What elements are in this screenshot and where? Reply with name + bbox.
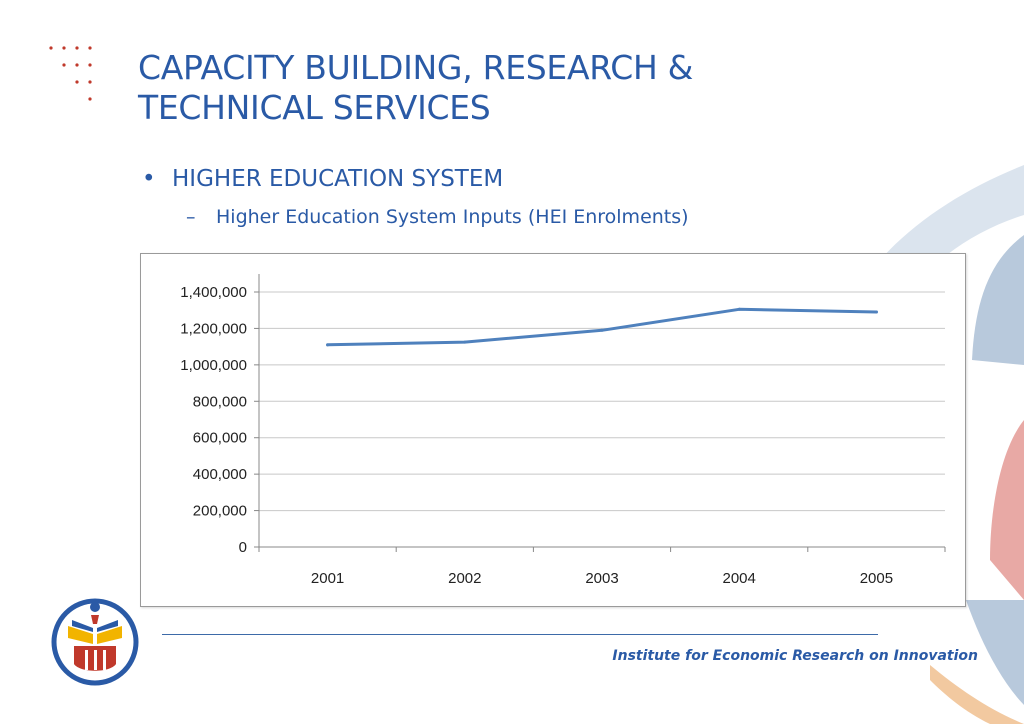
y-tick-label: 800,000: [193, 393, 247, 410]
deco-red-wedge: [990, 420, 1024, 600]
sub-bullet-item: – Higher Education System Inputs (HEI Enr…: [186, 206, 689, 228]
decor-dot: [75, 80, 79, 84]
y-tick-label: 200,000: [193, 503, 247, 520]
data-point: [326, 343, 330, 347]
x-tick-label: 2005: [860, 570, 893, 587]
chart-frame: 0 200,000 400,000 600,000 800,000 1,000,000 1,…: [140, 253, 966, 607]
y-tick-label: 600,000: [193, 430, 247, 447]
bullet-item: • HIGHER EDUCATION SYSTEM: [142, 166, 503, 192]
footer-institute-name: Institute for Economic Research on Innov…: [612, 648, 978, 664]
data-point: [600, 328, 604, 332]
institute-logo: [51, 598, 139, 686]
decor-dot: [88, 97, 92, 101]
deco-orange-sliver: [930, 665, 1024, 724]
y-tick-label: 400,000: [193, 466, 247, 483]
y-tick-label: 1,400,000: [180, 284, 247, 301]
data-point: [737, 307, 741, 311]
slide-title-line-2: TECHNICAL SERVICES: [138, 88, 491, 127]
y-tick-label: 0: [239, 539, 247, 556]
bullet-mark: •: [142, 166, 156, 192]
dot-pattern: [49, 46, 92, 101]
slide-title: CAPACITY BUILDING, RESEARCH & TECHNICAL …: [138, 48, 693, 128]
data-point: [463, 340, 467, 344]
y-tick-label: 1,200,000: [180, 320, 247, 337]
decor-dot: [88, 63, 92, 67]
x-tick-label: 2001: [311, 570, 344, 587]
series-line: [326, 307, 878, 347]
x-tick-label: 2003: [585, 570, 618, 587]
sub-bullet-mark: –: [186, 206, 196, 228]
decor-dot: [49, 46, 53, 50]
deco-blue-lower: [966, 600, 1024, 705]
x-tick-label: 2002: [448, 570, 481, 587]
x-tick-label: 2004: [723, 570, 756, 587]
data-point: [874, 310, 878, 314]
bullet-text: HIGHER EDUCATION SYSTEM: [172, 166, 504, 192]
y-tick-label: 1,000,000: [180, 357, 247, 374]
footer-divider: [162, 634, 878, 635]
decor-dot: [62, 63, 66, 67]
enrolment-line-chart: 0 200,000 400,000 600,000 800,000 1,000,000 1,…: [180, 274, 946, 587]
decor-dot: [75, 46, 79, 50]
sub-bullet-text: Higher Education System Inputs (HEI Enro…: [216, 206, 689, 228]
decor-dot: [88, 46, 92, 50]
deco-blue-wedge: [972, 235, 1024, 365]
slide-title-line-1: CAPACITY BUILDING, RESEARCH &: [138, 48, 694, 87]
decor-dot: [75, 63, 79, 67]
decor-dot: [88, 80, 92, 84]
decor-dot: [62, 46, 66, 50]
